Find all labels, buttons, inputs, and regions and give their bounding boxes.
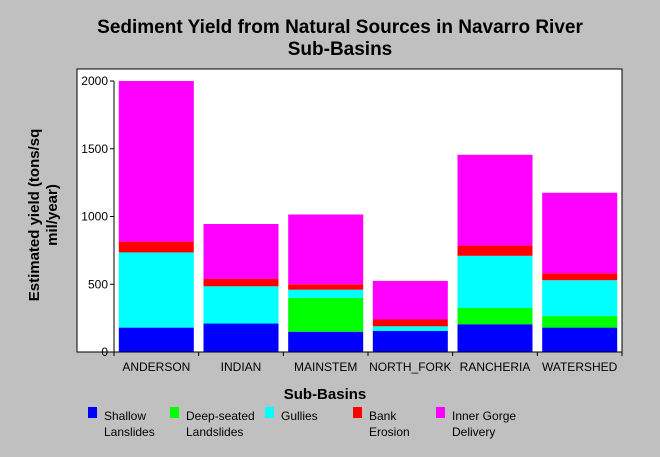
legend-label: Inner Gorge	[452, 409, 516, 423]
legend-swatch	[353, 407, 362, 418]
chart-title-line-2: Sub-Basins	[288, 39, 393, 60]
y-tick-label: 500	[88, 277, 108, 291]
x-tick-label: INDIAN	[221, 360, 262, 374]
bar-north_fork-series-0	[372, 331, 448, 352]
bar-rancheria-series-2	[457, 255, 533, 308]
bar-anderson-series-3	[118, 241, 194, 253]
bar-north_fork-series-4	[372, 280, 448, 320]
bar-rancheria-series-3	[457, 245, 533, 256]
bar-north_fork-series-3	[372, 319, 448, 327]
x-axis-title: Sub-Basins	[284, 386, 367, 403]
legend-label: Shallow	[104, 409, 146, 423]
y-axis-title-line-2: mil/year)	[44, 184, 61, 246]
y-axis-title-line-1: Estimated yield (tons/sq	[26, 129, 43, 302]
x-tick-label: MAINSTEM	[294, 360, 357, 374]
legend-label: Bank	[369, 409, 397, 423]
legend: Shallow Lanslides Deep-seated Landslides Gul…	[88, 407, 516, 439]
legend-label: Landslides	[186, 425, 243, 439]
legend-swatch	[88, 407, 97, 418]
bar-mainstem-series-2	[288, 289, 364, 298]
chart-title-line-1: Sediment Yield from Natural Sources in N…	[97, 17, 583, 38]
x-tick-label: NORTH_FORK	[369, 360, 451, 374]
y-tick-label: 1500	[81, 142, 108, 156]
bar-anderson-series-0	[118, 327, 194, 352]
y-tick-label: 1000	[81, 210, 108, 224]
bar-watershed-series-0	[542, 327, 618, 352]
bar-mainstem-series-3	[288, 284, 364, 290]
y-tick-label: 0	[101, 345, 108, 359]
bar-rancheria-series-0	[457, 324, 533, 352]
bar-indian-series-0	[203, 323, 279, 352]
legend-label: Gullies	[281, 409, 318, 423]
legend-label: Erosion	[369, 425, 410, 439]
axes-layer: 0 500 1000 1500 2000 ANDERSON INDIAN MAINSTEM NO…	[81, 74, 623, 374]
bar-mainstem-series-1	[288, 297, 364, 332]
legend-swatch	[170, 407, 179, 418]
legend-label: Lanslides	[104, 425, 155, 439]
bar-watershed-series-2	[542, 280, 618, 317]
bar-indian-series-3	[203, 278, 279, 287]
bar-north_fork-series-2	[372, 326, 448, 331]
bar-anderson-series-2	[118, 252, 194, 328]
legend-swatch	[265, 407, 274, 418]
bar-indian-series-2	[203, 286, 279, 324]
x-tick-label: WATERSHED	[542, 360, 618, 374]
x-tick-label: RANCHERIA	[460, 360, 531, 374]
bar-anderson-series-4	[118, 81, 194, 242]
bar-mainstem-series-4	[288, 214, 364, 285]
bar-watershed-series-3	[542, 273, 618, 281]
legend-swatch	[436, 407, 445, 418]
bar-indian-series-4	[203, 224, 279, 279]
bar-watershed-series-4	[542, 192, 618, 274]
legend-label: Deep-seated	[186, 409, 255, 423]
bars-layer	[118, 81, 618, 352]
bar-watershed-series-1	[542, 316, 618, 328]
x-tick-label: ANDERSON	[122, 360, 190, 374]
legend-label: Delivery	[452, 425, 495, 439]
bar-rancheria-series-1	[457, 308, 533, 325]
bar-rancheria-series-4	[457, 154, 533, 246]
y-tick-label: 2000	[81, 74, 108, 88]
bar-mainstem-series-0	[288, 331, 364, 352]
